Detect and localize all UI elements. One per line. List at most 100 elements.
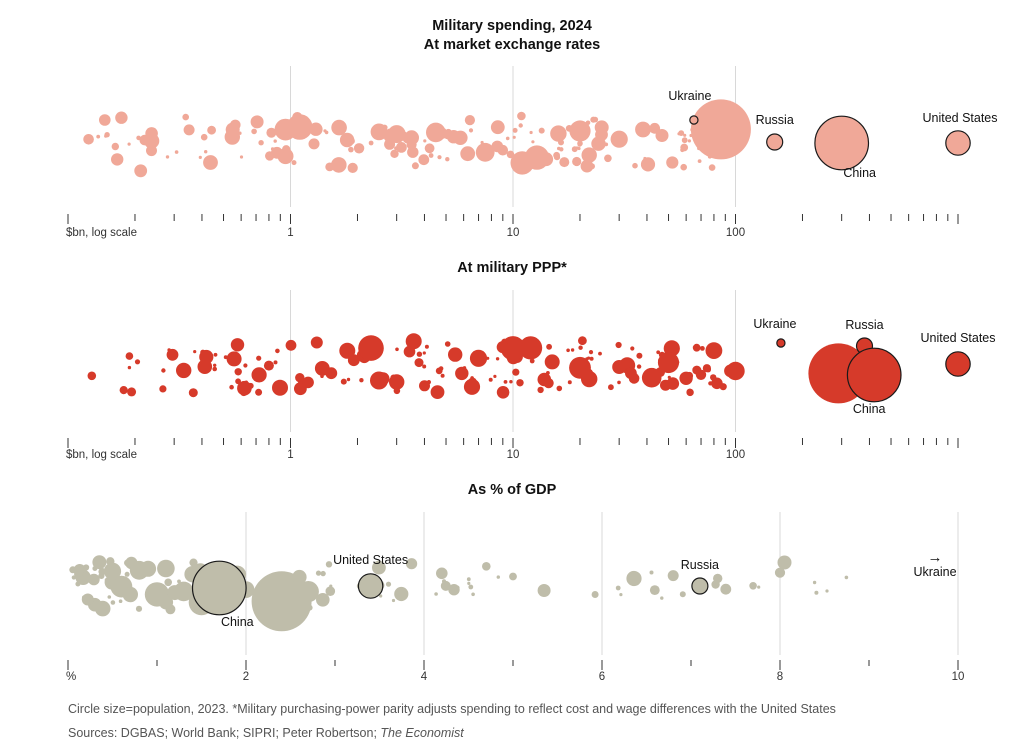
panel-1-country-dot <box>538 127 545 134</box>
panel-1-country-dot <box>678 130 685 137</box>
panel-1-country-dot <box>251 128 257 135</box>
panel-3-country-dot <box>391 598 396 603</box>
panel-3-country-dot <box>124 571 130 577</box>
panel-3-country-dot <box>591 591 599 598</box>
panel-1-label-china: China <box>843 166 876 180</box>
panel-1-country-dot <box>604 154 612 163</box>
panel-3-country-dot <box>626 570 642 587</box>
panel-2-country-dot <box>546 371 550 375</box>
panel-3-label-russia: Russia <box>681 558 719 572</box>
panel-2-label-china: China <box>853 402 886 416</box>
panel-3-country-bubble <box>774 567 786 578</box>
panel-3-country-dot <box>777 555 792 570</box>
panel-1-country-dot <box>635 121 651 138</box>
panel-1-country-dot <box>200 133 208 141</box>
panel-1-country-bubble <box>569 120 591 142</box>
panel-1-country-bubble <box>274 118 297 141</box>
panel-1-country-dot <box>273 139 277 143</box>
panel-1-label-united-states: United States <box>922 111 997 125</box>
panel-2-country-bubble <box>544 354 560 370</box>
panel-2-country-dot <box>667 375 671 379</box>
panel-3-country-bubble <box>251 571 312 632</box>
panel-2-country-dot <box>127 387 137 397</box>
panel-2-country-bubble <box>628 373 640 384</box>
panel-1-country-bubble <box>225 122 240 137</box>
panel-1-country-bubble <box>581 147 597 163</box>
panel-1-country-dot <box>577 146 581 151</box>
panel-1-country-dot <box>649 122 661 134</box>
panel-1-country-dot <box>460 146 476 162</box>
panel-1-country-bubble <box>426 122 446 143</box>
panel-1-country-dot <box>270 147 275 151</box>
panel-1-country-dot <box>411 162 419 170</box>
panel-1-country-dot <box>348 137 355 145</box>
panel-1-country-dot <box>590 116 597 123</box>
panel-1-country-ukraine <box>689 115 699 125</box>
panel-1-country-dot <box>529 130 533 135</box>
panel-2-country-bubble <box>302 376 314 389</box>
panel-3-country-dot <box>110 600 116 605</box>
panel-1-country-dot <box>680 163 687 171</box>
panel-2-country-dot <box>509 380 513 384</box>
panel-1-country-dot <box>517 111 526 121</box>
panel-1-country-dot <box>115 111 128 124</box>
panel-2-country-bubble <box>705 342 723 359</box>
panel-2-tick-label: 100 <box>726 449 745 461</box>
panel-1-country-dot <box>308 138 320 150</box>
panel-3-country-dot <box>649 585 660 595</box>
panel-2-country-bubble <box>695 369 707 380</box>
panel-1-country-dot <box>407 146 419 158</box>
panel-2-country-dot <box>275 348 280 354</box>
panel-1-country-dot <box>325 162 335 172</box>
panel-1-label-ukraine: Ukraine <box>668 89 711 103</box>
panel-2-country-dot <box>455 366 469 381</box>
panel-2-country-dot <box>537 386 544 394</box>
panel-2-tick-label: 10 <box>507 449 520 461</box>
panel-2-country-dot <box>230 338 245 352</box>
panel-3-title: As % of GDP <box>468 482 557 498</box>
panel-2-country-dot <box>462 366 467 370</box>
panel-1-country-bubble <box>497 144 509 156</box>
panel-2-country-dot <box>588 350 594 355</box>
panel-3-country-dot <box>619 593 623 597</box>
panel-3-country-united-states <box>357 573 384 599</box>
panel-1-country-dot <box>512 135 516 139</box>
panel-2-country-ukraine <box>776 338 786 348</box>
panel-2-country-dot <box>570 348 575 352</box>
panel-1-country-dot <box>531 140 535 144</box>
panel-1-country-bubble <box>595 128 608 142</box>
panel-3-country-dot <box>720 583 732 595</box>
panel-1-country-bubble <box>550 125 567 142</box>
panel-2-country-dot <box>161 368 166 373</box>
panel-3-country-dot <box>107 595 112 599</box>
panel-3-country-dot <box>135 605 143 612</box>
panel-1-country-dot <box>505 136 510 141</box>
panel-1-country-dot <box>571 146 578 153</box>
panel-1-country-dot <box>250 115 264 129</box>
panel-1-country-dot <box>347 162 358 173</box>
panel-2-country-dot <box>556 385 563 392</box>
panel-2-country-dot <box>125 352 134 360</box>
panel-3-country-dot <box>615 585 621 591</box>
panel-3-country-dot <box>440 580 451 591</box>
panel-3-country-dot <box>812 580 817 585</box>
panel-1-country-dot <box>708 164 716 171</box>
panel-3-country-russia <box>691 577 709 595</box>
sources: Sources: DGBAS; World Bank; SIPRI; Peter… <box>68 726 464 740</box>
panel-3-country-dot <box>448 584 460 596</box>
panel-2-country-dot <box>234 368 242 376</box>
panel-2-country-dot <box>395 347 399 352</box>
panel-3-country-dot <box>316 593 330 607</box>
panel-2-country-dot <box>193 350 197 354</box>
panel-1-country-dot <box>396 142 407 153</box>
panel-1-country-dot <box>96 134 101 139</box>
panel-2-country-dot <box>251 367 267 383</box>
panel-2-country-bubble <box>419 380 430 392</box>
panel-3-country-dot <box>315 570 322 576</box>
panel-1-country-dot <box>239 155 244 159</box>
panel-2-country-dot <box>213 352 218 357</box>
panel-1-country-dot <box>204 150 208 154</box>
panel-3-country-bubble <box>436 567 448 580</box>
panel-2-country-bubble <box>448 347 463 362</box>
